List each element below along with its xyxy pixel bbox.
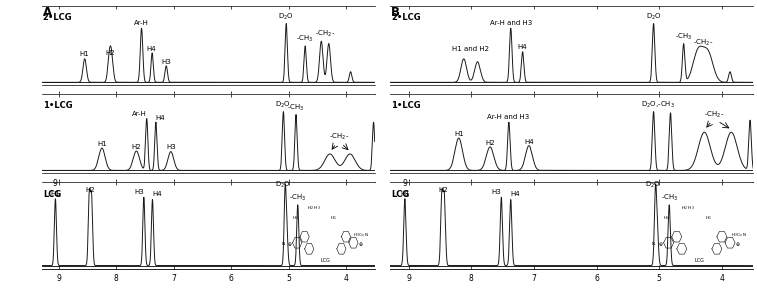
Text: LCG: LCG — [694, 258, 704, 263]
Text: H4: H4 — [146, 46, 156, 52]
Text: H$_3$C=N: H$_3$C=N — [731, 231, 747, 239]
Text: -CH$_2$-: -CH$_2$- — [315, 29, 335, 39]
Text: LCG: LCG — [43, 190, 61, 200]
Text: H3: H3 — [166, 144, 176, 150]
Text: D$_2$O: D$_2$O — [276, 100, 291, 110]
Text: D$_2$O: D$_2$O — [646, 12, 662, 22]
Text: -CH$_3$: -CH$_3$ — [297, 34, 314, 44]
Text: -CH$_3$: -CH$_3$ — [288, 103, 305, 113]
Text: -CH$_3$: -CH$_3$ — [661, 192, 678, 202]
Text: H3: H3 — [491, 189, 501, 195]
Text: H$_2$ H$_3$: H$_2$ H$_3$ — [307, 205, 321, 213]
Text: H3: H3 — [161, 59, 171, 65]
Text: D$_2$O: D$_2$O — [645, 180, 661, 190]
Text: H1: H1 — [454, 131, 463, 137]
Text: 9: 9 — [53, 179, 58, 188]
Text: H1: H1 — [79, 51, 89, 57]
Text: Ar-H and H3: Ar-H and H3 — [487, 115, 528, 120]
Text: H3: H3 — [134, 189, 144, 195]
Text: LCG: LCG — [391, 190, 410, 200]
Text: N-: N- — [282, 242, 286, 246]
Text: H4: H4 — [511, 191, 520, 197]
Text: LCG: LCG — [320, 258, 330, 263]
Text: H2: H2 — [106, 51, 115, 57]
Text: -CH$_2$-: -CH$_2$- — [704, 110, 724, 120]
Text: H$_3$C=N: H$_3$C=N — [353, 231, 369, 239]
Text: H2: H2 — [132, 144, 142, 150]
Text: Ar-H and H3: Ar-H and H3 — [490, 20, 532, 27]
Text: H2: H2 — [438, 187, 448, 194]
Text: Ar-H: Ar-H — [134, 20, 149, 27]
Text: -CH$_3$: -CH$_3$ — [289, 192, 307, 202]
Text: D$_2$O,-CH$_3$: D$_2$O,-CH$_3$ — [641, 100, 675, 110]
Text: H4: H4 — [152, 191, 162, 197]
Text: H$_1$: H$_1$ — [705, 214, 712, 221]
Text: H$_4$: H$_4$ — [292, 214, 299, 221]
Text: H$_1$: H$_1$ — [330, 214, 337, 221]
Text: H4: H4 — [155, 115, 165, 121]
Text: H2: H2 — [485, 140, 495, 146]
Text: $\oplus$: $\oplus$ — [659, 239, 664, 247]
Text: H2: H2 — [86, 187, 95, 194]
Text: 2•LCG: 2•LCG — [43, 13, 73, 22]
Text: $\oplus$: $\oplus$ — [288, 239, 293, 247]
Text: H1 and H2: H1 and H2 — [452, 46, 489, 52]
Text: -CH$_2$-: -CH$_2$- — [693, 38, 713, 48]
Text: 1•LCG: 1•LCG — [391, 101, 421, 110]
Text: B: B — [391, 6, 400, 19]
Text: $\oplus$: $\oplus$ — [735, 239, 740, 247]
Text: -CH$_2$-: -CH$_2$- — [329, 132, 349, 142]
Text: H1: H1 — [97, 141, 107, 147]
Text: 9: 9 — [403, 179, 407, 188]
Text: Ar-H: Ar-H — [132, 111, 147, 117]
Text: H1: H1 — [400, 191, 410, 197]
Text: 2•LCG: 2•LCG — [391, 13, 421, 22]
Text: 1•LCG: 1•LCG — [43, 101, 73, 110]
Text: $\oplus$: $\oplus$ — [357, 239, 363, 247]
Text: A: A — [43, 6, 52, 19]
Text: D$_2$O: D$_2$O — [275, 180, 291, 190]
Text: H1: H1 — [51, 191, 61, 197]
Text: H4: H4 — [524, 139, 534, 144]
Text: -CH$_3$: -CH$_3$ — [675, 32, 693, 42]
Text: D$_2$O: D$_2$O — [279, 12, 294, 22]
Text: H$_4$: H$_4$ — [663, 214, 670, 221]
Text: H$_2$ H$_3$: H$_2$ H$_3$ — [681, 205, 694, 213]
Text: N-: N- — [652, 242, 656, 246]
Text: H4: H4 — [518, 44, 528, 50]
